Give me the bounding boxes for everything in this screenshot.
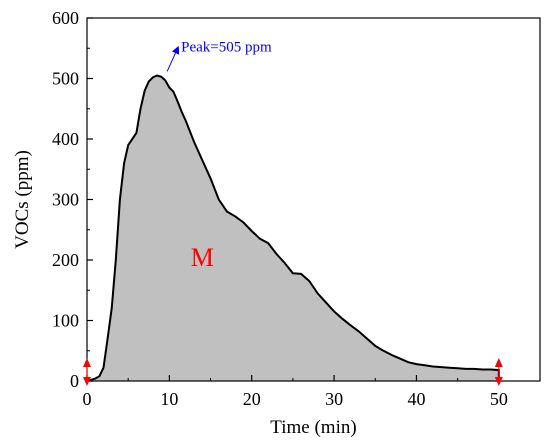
y-axis-title: VOCs (ppm) xyxy=(12,150,33,249)
boundary-markers xyxy=(83,358,503,386)
x-tick-label: 40 xyxy=(407,389,425,409)
x-axis-title: Time (min) xyxy=(270,417,356,438)
y-tick-label: 200 xyxy=(52,250,79,270)
boundary-marker-arrow-down xyxy=(494,377,503,386)
x-axis-ticks: 0 10 20 30 40 50 xyxy=(83,375,508,409)
y-tick-label: 500 xyxy=(52,69,79,89)
y-tick-label: 300 xyxy=(52,190,79,210)
x-tick-label: 50 xyxy=(490,389,508,409)
x-tick-label: 30 xyxy=(325,389,343,409)
x-tick-label: 0 xyxy=(83,389,92,409)
y-tick-label: 100 xyxy=(52,311,79,331)
boundary-marker-arrow-down xyxy=(83,377,91,386)
boundary-marker-arrow-up xyxy=(83,358,91,367)
area-label-m: M xyxy=(191,243,214,272)
x-tick-label: 10 xyxy=(160,389,178,409)
y-tick-label: 0 xyxy=(70,371,79,391)
boundary-marker-arrow-up xyxy=(494,358,503,367)
x-tick-label: 20 xyxy=(243,389,261,409)
area-fill xyxy=(87,75,499,381)
series-line xyxy=(86,74,500,382)
peak-annotation: Peak=505 ppm xyxy=(181,39,272,55)
peak-arrow xyxy=(166,45,180,72)
y-tick-label: 400 xyxy=(52,129,79,149)
y-tick-label: 600 xyxy=(52,8,79,28)
y-axis-ticks: 0 100 200 300 400 500 600 xyxy=(52,8,93,391)
